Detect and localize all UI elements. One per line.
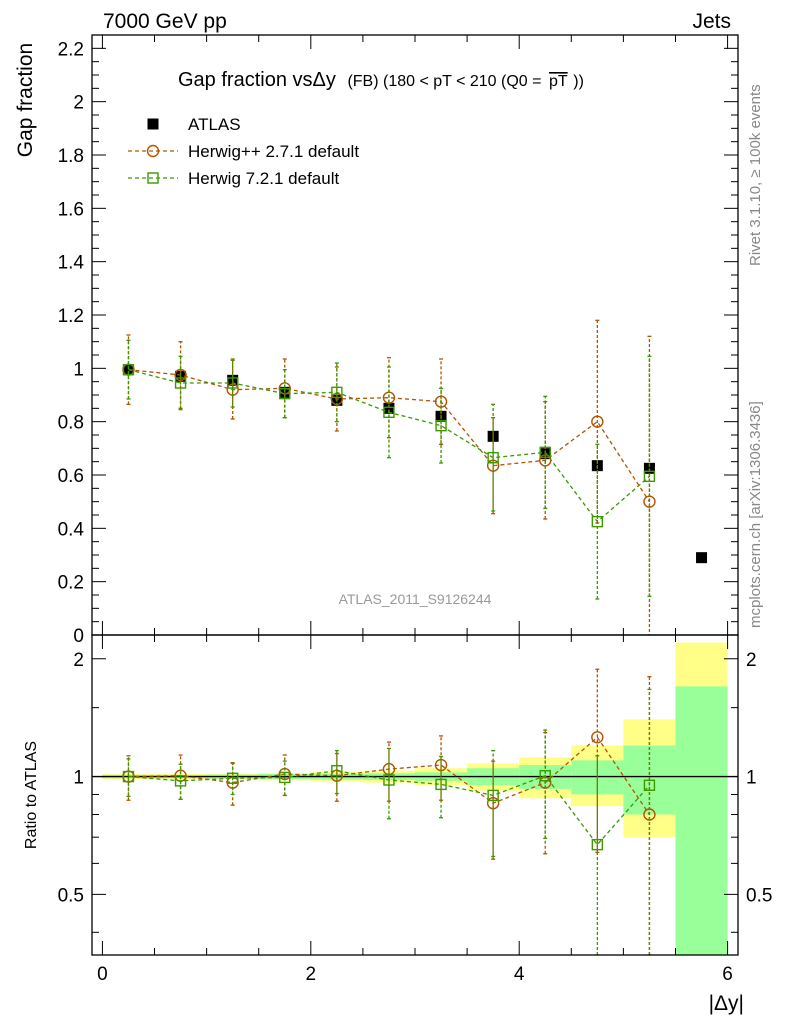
title-sub: (FB) (180 < pT < 210 (Q0 = — [347, 73, 541, 90]
ratio-point — [122, 770, 135, 783]
band-inner-11 — [675, 686, 728, 955]
ratio-xtick-label: 4 — [514, 964, 525, 985]
data-point — [539, 446, 551, 459]
main-ytick-label: 0.2 — [58, 573, 84, 594]
ratio-xlabel: |Δy| — [709, 992, 744, 1015]
analysis-watermark: ATLAS_2011_S9126244 — [339, 591, 492, 607]
header-right: Jets — [692, 10, 731, 33]
data-point — [487, 451, 499, 464]
data-point — [226, 377, 239, 389]
ratio-series-1 — [122, 688, 656, 955]
data-point — [174, 377, 187, 389]
header-left: 7000 GeV pp — [103, 10, 227, 33]
data-point — [696, 552, 708, 564]
ratio-xtick-label: 6 — [722, 964, 733, 985]
main-series-0 — [122, 364, 708, 564]
main-ylabel: Gap fraction — [14, 43, 37, 157]
legend: ATLAS Herwig++ 2.7.1 default Herwig 7.2.1 … — [128, 115, 359, 188]
title-overline: pT — [549, 73, 568, 90]
ratio-point — [591, 838, 604, 851]
mcplots-label: mcplots.cern.ch [arXiv:1306.3436] — [747, 401, 764, 628]
ratio-point — [383, 774, 395, 786]
data-point — [383, 402, 395, 414]
ratio-point — [643, 779, 656, 791]
main-ytick-label: 1.8 — [58, 146, 84, 167]
ratio-point — [331, 765, 343, 777]
main-ytick-label: 2 — [73, 93, 84, 114]
main-ytick-label: 1 — [73, 359, 84, 380]
main-ytick-label: 0.4 — [58, 519, 85, 540]
ratio-point — [174, 775, 187, 787]
ratio-ytick-label-right: 0.5 — [746, 885, 772, 906]
ratio-point — [487, 789, 499, 802]
ratio-xtick-label: 2 — [306, 964, 317, 985]
data-point — [122, 363, 135, 376]
legend-marker — [147, 172, 159, 184]
legend-entry: Herwig 7.2.1 default — [188, 169, 339, 188]
main-ytick-label: 2.2 — [58, 39, 84, 60]
ratio-ytick-label-right: 2 — [746, 650, 757, 671]
ratio-point — [279, 771, 291, 784]
data-point — [331, 386, 343, 399]
legend-entry: Herwig++ 2.7.1 default — [188, 142, 359, 161]
legend-marker — [147, 118, 159, 130]
ratio-ytick-label: 0.5 — [58, 885, 84, 906]
data-point — [591, 515, 604, 528]
ratio-ytick-label: 2 — [73, 650, 84, 671]
data-point — [279, 387, 291, 400]
main-ytick-label: 0.8 — [58, 413, 84, 434]
ratio-ytick-label: 1 — [73, 768, 84, 789]
title-end: )) — [573, 73, 584, 90]
data-point — [435, 419, 447, 432]
main-ytick-label: 1.2 — [58, 306, 84, 327]
rivet-label: Rivet 3.1.10, ≥ 100k events — [747, 84, 764, 266]
axis-ticks: 0 0.2 0.4 0.6 0.8 1 1.2 1.4 1.6 1.8 2 2.2 0 2 4 6 0.5 0.5… — [58, 34, 772, 985]
ratio-ytick-label-right: 1 — [746, 768, 757, 789]
ratio-point — [539, 770, 551, 782]
series-line — [128, 770, 650, 846]
main-ytick-label: 1.4 — [58, 253, 85, 274]
main-ytick-label: 0.6 — [58, 466, 84, 487]
plot-title: Gap fraction vsΔy (FB) (180 < pT < 210 (… — [178, 69, 584, 91]
ratio-point — [591, 731, 604, 744]
legend-entry: ATLAS — [188, 115, 241, 134]
main-ytick-label: 0 — [73, 626, 84, 647]
main-series-2 — [122, 339, 656, 600]
data-point — [643, 470, 656, 483]
data-point — [383, 406, 395, 419]
ratio-point — [226, 772, 239, 784]
legend-marker — [146, 144, 160, 158]
ratio-ylabel: Ratio to ATLAS — [23, 741, 40, 849]
data-point — [591, 415, 604, 428]
ratio-point — [435, 778, 447, 791]
title-main: Gap fraction vsΔy — [178, 69, 336, 91]
ratio-xtick-label: 0 — [97, 964, 108, 985]
series-line — [128, 369, 650, 503]
main-ytick-label: 1.6 — [58, 199, 84, 220]
